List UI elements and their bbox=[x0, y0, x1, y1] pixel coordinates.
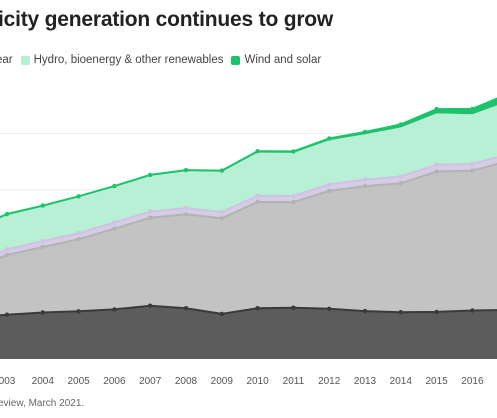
data-point-gas bbox=[4, 252, 10, 258]
x-tick-label: 2004 bbox=[32, 376, 55, 387]
legend-swatch-renewables bbox=[20, 55, 30, 65]
data-point-coal bbox=[40, 310, 45, 315]
legend: ear Hydro, bioenergy & other renewables … bbox=[0, 54, 329, 66]
x-tick-label: 2006 bbox=[103, 376, 126, 387]
data-point-gas bbox=[40, 244, 45, 250]
legend-label-renewables: Hydro, bioenergy & other renewables bbox=[33, 54, 224, 66]
series-line-nuclear bbox=[0, 156, 497, 254]
data-point-gas bbox=[398, 181, 403, 186]
data-point-coal bbox=[219, 311, 224, 317]
x-tick-label: 2013 bbox=[354, 376, 377, 387]
data-point-gas bbox=[76, 237, 81, 242]
legend-item-nuclear[interactable]: ear bbox=[0, 54, 13, 66]
area-wind-solar bbox=[0, 98, 497, 218]
legend-swatch-wind-solar bbox=[231, 55, 241, 65]
data-point-gas bbox=[434, 169, 439, 174]
data-point-nuclear bbox=[470, 161, 475, 167]
legend-label-nuclear: ear bbox=[0, 54, 13, 66]
data-point-wind-solar bbox=[291, 149, 296, 154]
data-point-gas bbox=[362, 183, 368, 189]
chart-title: icity generation continues to grow bbox=[0, 8, 334, 31]
series-line-coal bbox=[0, 304, 497, 317]
series-line-wind-solar bbox=[0, 97, 497, 219]
data-point-coal bbox=[434, 309, 439, 315]
data-point-wind-solar bbox=[76, 194, 81, 199]
data-point-wind-solar bbox=[148, 172, 153, 178]
x-tick-label: 003 bbox=[0, 376, 16, 387]
data-point-coal bbox=[4, 312, 10, 317]
x-tick-label: 2015 bbox=[425, 376, 448, 387]
x-tick-label: 2016 bbox=[461, 376, 484, 387]
data-point-gas bbox=[327, 188, 332, 194]
data-point-coal bbox=[255, 306, 260, 311]
data-point-coal bbox=[327, 306, 332, 311]
data-point-wind-solar bbox=[434, 106, 439, 112]
area-renewables bbox=[0, 105, 497, 253]
legend-item-renewables[interactable]: Hydro, bioenergy & other renewables bbox=[20, 54, 224, 66]
data-point-nuclear bbox=[40, 238, 45, 244]
data-point-gas bbox=[291, 200, 296, 205]
data-point-coal bbox=[148, 303, 153, 308]
data-point-nuclear bbox=[112, 220, 117, 225]
data-point-wind-solar bbox=[470, 106, 475, 112]
data-point-nuclear bbox=[291, 193, 296, 199]
x-tick-label: 2008 bbox=[175, 376, 198, 387]
data-point-wind-solar bbox=[219, 168, 224, 173]
data-point-coal bbox=[112, 307, 117, 312]
data-point-wind-solar bbox=[255, 149, 260, 154]
data-point-gas bbox=[219, 216, 224, 221]
area-gas bbox=[0, 164, 497, 316]
data-point-gas bbox=[183, 212, 189, 217]
data-point-coal bbox=[470, 308, 475, 313]
x-tick-label: 2009 bbox=[211, 376, 234, 387]
x-tick-label: 2012 bbox=[318, 376, 341, 387]
data-point-nuclear bbox=[327, 182, 332, 187]
data-point-gas bbox=[470, 168, 475, 173]
data-point-coal bbox=[183, 306, 189, 311]
legend-label-wind-solar: Wind and solar bbox=[244, 54, 322, 66]
x-tick-label: 2014 bbox=[390, 376, 413, 387]
data-point-nuclear bbox=[255, 193, 260, 198]
data-point-coal bbox=[398, 310, 403, 315]
data-point-nuclear bbox=[76, 231, 81, 236]
source-note: eview, March 2021. bbox=[0, 398, 85, 409]
data-point-wind-solar bbox=[327, 136, 332, 141]
data-point-wind-solar bbox=[183, 167, 189, 173]
data-point-nuclear bbox=[148, 209, 153, 214]
data-point-nuclear bbox=[362, 177, 368, 182]
data-point-coal bbox=[291, 305, 296, 310]
data-point-gas bbox=[255, 199, 260, 205]
data-point-wind-solar bbox=[112, 183, 117, 189]
area-coal bbox=[0, 305, 497, 359]
data-point-wind-solar bbox=[362, 129, 368, 135]
data-point-nuclear bbox=[4, 247, 10, 252]
legend-item-wind-solar[interactable]: Wind and solar bbox=[231, 54, 321, 66]
data-point-nuclear bbox=[434, 162, 439, 167]
x-tick-label: 2005 bbox=[67, 376, 90, 387]
series-line-gas bbox=[0, 162, 497, 259]
x-tick-label: 2011 bbox=[283, 376, 305, 387]
area-nuclear bbox=[0, 157, 497, 258]
data-point-coal bbox=[76, 309, 81, 314]
x-tick-label: 2007 bbox=[139, 376, 162, 387]
data-point-nuclear bbox=[219, 209, 224, 215]
data-point-gas bbox=[112, 226, 117, 231]
data-point-wind-solar bbox=[40, 203, 45, 208]
data-point-coal bbox=[362, 308, 368, 314]
data-point-nuclear bbox=[183, 205, 189, 211]
data-point-wind-solar bbox=[4, 211, 10, 217]
data-point-wind-solar bbox=[398, 122, 403, 127]
data-point-gas bbox=[148, 215, 153, 220]
data-point-nuclear bbox=[398, 174, 403, 179]
x-tick-label: 2010 bbox=[246, 376, 269, 387]
